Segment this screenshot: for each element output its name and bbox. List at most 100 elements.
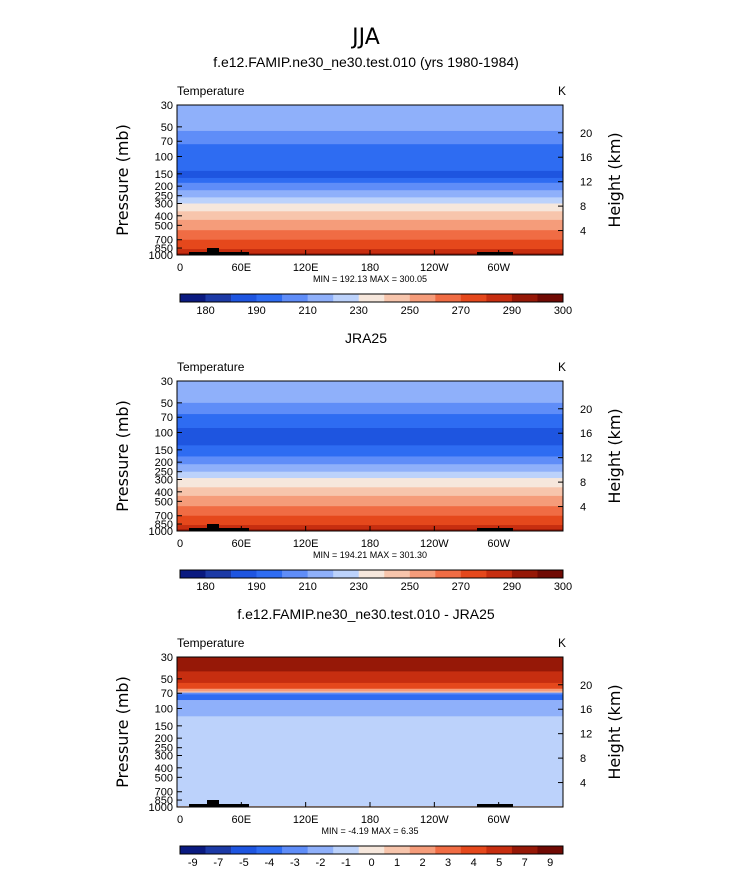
- contour-band: [177, 700, 563, 717]
- x-tick-label: 0: [177, 538, 183, 550]
- y2-tick-label: 20: [580, 680, 592, 692]
- y2-tick-label: 12: [580, 729, 592, 741]
- colorbar-swatch: [333, 570, 360, 578]
- contour-band: [177, 177, 563, 184]
- colorbar-label: 300: [554, 581, 572, 593]
- y-tick-label: 250: [155, 467, 173, 479]
- contour-band: [177, 515, 563, 526]
- y-tick-label: 1000: [149, 526, 173, 538]
- y-tick-label: 700: [155, 511, 173, 523]
- units-label: K: [558, 636, 566, 650]
- colorbar-label: -9: [188, 857, 198, 869]
- contour-bands: [177, 105, 563, 256]
- colorbar-swatch: [282, 294, 308, 302]
- y2-tick-label: 8: [580, 477, 586, 489]
- colorbar-label: 230: [350, 305, 368, 317]
- y-tick-label: 70: [161, 688, 173, 700]
- topography-mark: [477, 252, 513, 255]
- colorbar-swatch: [537, 846, 564, 854]
- y-tick-label: 850: [155, 243, 173, 255]
- colorbar-swatch: [384, 570, 411, 578]
- colorbar-swatch: [231, 846, 257, 854]
- y-tick-label: 400: [155, 763, 173, 775]
- x-tick-label: 180: [361, 814, 379, 826]
- y-tick-label: 250: [155, 743, 173, 755]
- y-tick-label: 300: [155, 198, 173, 210]
- contour-band: [177, 692, 563, 695]
- colorbar-swatch: [333, 846, 360, 854]
- colorbar-label: 190: [247, 305, 265, 317]
- y-tick-label: 30: [161, 100, 173, 112]
- colorbar-label: 270: [452, 581, 470, 593]
- y2-tick-label: 20: [580, 404, 592, 416]
- y-tick-label: 70: [161, 412, 173, 424]
- panel-title: f.e12.FAMIP.ne30_ne30.test.010 (yrs 1980…: [213, 54, 519, 70]
- contour-band: [177, 671, 563, 684]
- y-tick-label: 1000: [149, 802, 173, 814]
- colorbar-swatch: [256, 846, 283, 854]
- colorbar-swatch: [307, 294, 334, 302]
- panel-title: f.e12.FAMIP.ne30_ne30.test.010 - JRA25: [237, 606, 495, 622]
- contour-band: [177, 427, 563, 446]
- y-tick-label: 850: [155, 519, 173, 531]
- x-tick-label: 120W: [420, 262, 449, 274]
- topography-mark: [207, 248, 219, 255]
- variable-label: Temperature: [177, 360, 245, 374]
- colorbar-swatch: [409, 570, 436, 578]
- colorbar-swatch: [486, 570, 513, 578]
- colorbar-swatch: [409, 294, 436, 302]
- y-tick-label: 150: [155, 445, 173, 457]
- colorbar-swatch: [205, 294, 232, 302]
- x-tick-label: 0: [177, 814, 183, 826]
- colorbar-frame: [179, 293, 564, 303]
- contour-bands: [177, 657, 563, 808]
- colorbar-label: -5: [239, 857, 249, 869]
- y-tick-label: 100: [155, 428, 173, 440]
- y2-tick-label: 16: [580, 428, 592, 440]
- contour-band: [177, 688, 563, 692]
- panel-title: JRA25: [345, 330, 387, 346]
- x-tick-label: 60E: [232, 538, 252, 550]
- y2-tick-label: 4: [580, 226, 586, 238]
- x-tick-label: 0: [177, 262, 183, 274]
- colorbar-swatch: [180, 846, 206, 854]
- contour-band: [177, 182, 563, 191]
- y-tick-label: 200: [155, 181, 173, 193]
- panels: f.e12.FAMIP.ne30_ne30.test.010 (yrs 1980…: [113, 54, 624, 869]
- colorbar-swatch: [435, 570, 462, 578]
- colorbar-frame: [179, 845, 564, 855]
- colorbar-label: 180: [196, 305, 214, 317]
- contour-band: [177, 381, 563, 404]
- contour-band: [177, 197, 563, 204]
- x-tick-label: 180: [361, 538, 379, 550]
- colorbar-swatch: [282, 570, 308, 578]
- colorbar: 180 190 210 230 250 270 290 300: [179, 293, 572, 317]
- y2-tick-label: 16: [580, 152, 592, 164]
- y2-axis-title: Height (km): [605, 132, 624, 227]
- contour-band: [177, 464, 563, 473]
- units-label: K: [558, 84, 566, 98]
- colorbar-label: 1: [394, 857, 400, 869]
- y-tick-label: 70: [161, 136, 173, 148]
- contour-band: [177, 190, 563, 198]
- chart-panel-3: f.e12.FAMIP.ne30_ne30.test.010 - JRA25 Te…: [113, 606, 624, 869]
- colorbar-swatch: [231, 570, 257, 578]
- colorbar-swatch: [460, 846, 487, 854]
- variable-label: Temperature: [177, 84, 245, 98]
- colorbar-label: 0: [368, 857, 374, 869]
- contour-band: [177, 219, 563, 231]
- y-tick-label: 500: [155, 220, 173, 232]
- contour-band: [177, 691, 563, 694]
- contour-band: [177, 230, 563, 241]
- colorbar-swatch: [231, 294, 257, 302]
- contour-band: [177, 487, 563, 497]
- colorbar-frame: [179, 569, 564, 579]
- colorbar-label: 3: [445, 857, 451, 869]
- y-axis-title: Pressure (mb): [113, 400, 132, 512]
- contour-band: [177, 694, 563, 701]
- y-tick-label: 30: [161, 376, 173, 388]
- x-tick-label: 120E: [293, 262, 319, 274]
- min-max-stats: MIN = -4.19 MAX = 6.35: [321, 826, 418, 836]
- colorbar-swatch: [205, 846, 232, 854]
